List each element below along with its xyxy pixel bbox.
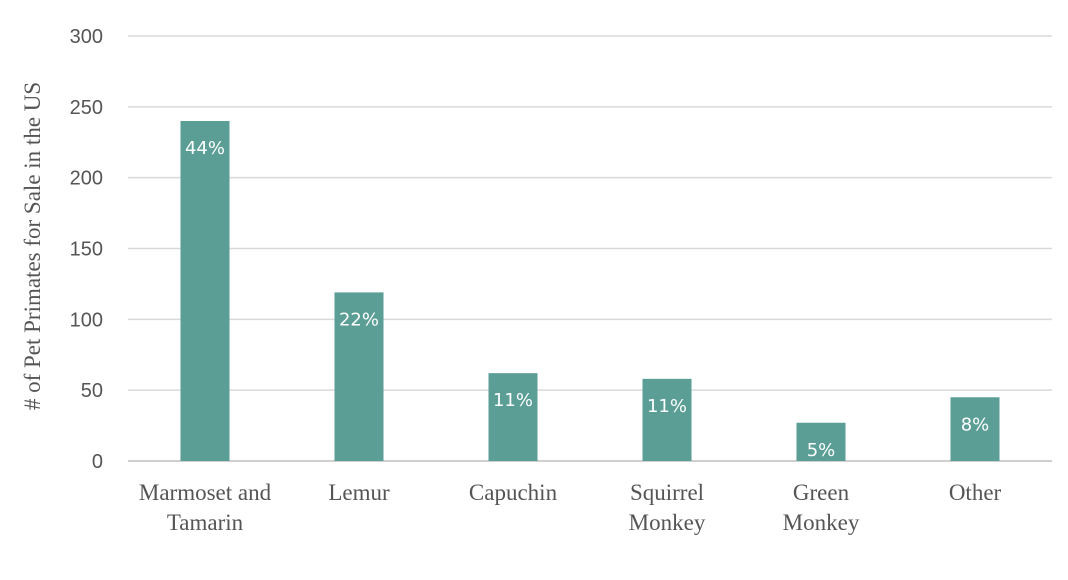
x-category-label: Marmoset and Tamarin (139, 480, 272, 535)
x-category-label: Capuchin (469, 480, 558, 505)
bar-data-label: 11% (647, 396, 687, 417)
y-tick-label: 300 (70, 26, 103, 48)
bar-data-label: 44% (185, 138, 225, 159)
x-category-label: Green Monkey (783, 480, 860, 535)
bar-data-label: 22% (339, 309, 379, 330)
bar (642, 378, 692, 461)
y-tick-label: 200 (70, 168, 103, 190)
y-tick-label: 250 (70, 97, 103, 119)
y-tick-label: 50 (81, 380, 103, 402)
bar-data-label: 11% (493, 390, 533, 411)
y-tick-label: 0 (92, 451, 103, 473)
bar (488, 373, 538, 461)
y-axis-title: # of Pet Primates for Sale in the US (20, 82, 45, 410)
bar-data-label: 5% (807, 440, 836, 461)
bar-data-label: 8% (961, 414, 990, 435)
grid-layer (128, 35, 1052, 462)
x-category-label: Squirrel Monkey (629, 480, 706, 535)
label-layer: 44% 22% 11% 11% 5% 8% (185, 138, 989, 461)
x-category-label: Lemur (328, 480, 390, 505)
y-tick-label: 150 (70, 239, 103, 261)
bar (180, 121, 230, 461)
bar (334, 292, 384, 461)
bar (950, 397, 1000, 461)
x-axis-categories: Marmoset and Tamarin Lemur Capuchin Squirrel… (139, 480, 1002, 535)
y-tick-label: 100 (70, 309, 103, 331)
x-category-label: Other (949, 480, 1002, 505)
y-axis-ticks: 0 50 100 150 200 250 300 (70, 26, 103, 473)
bar (796, 422, 846, 461)
bar-layer (180, 121, 1000, 461)
